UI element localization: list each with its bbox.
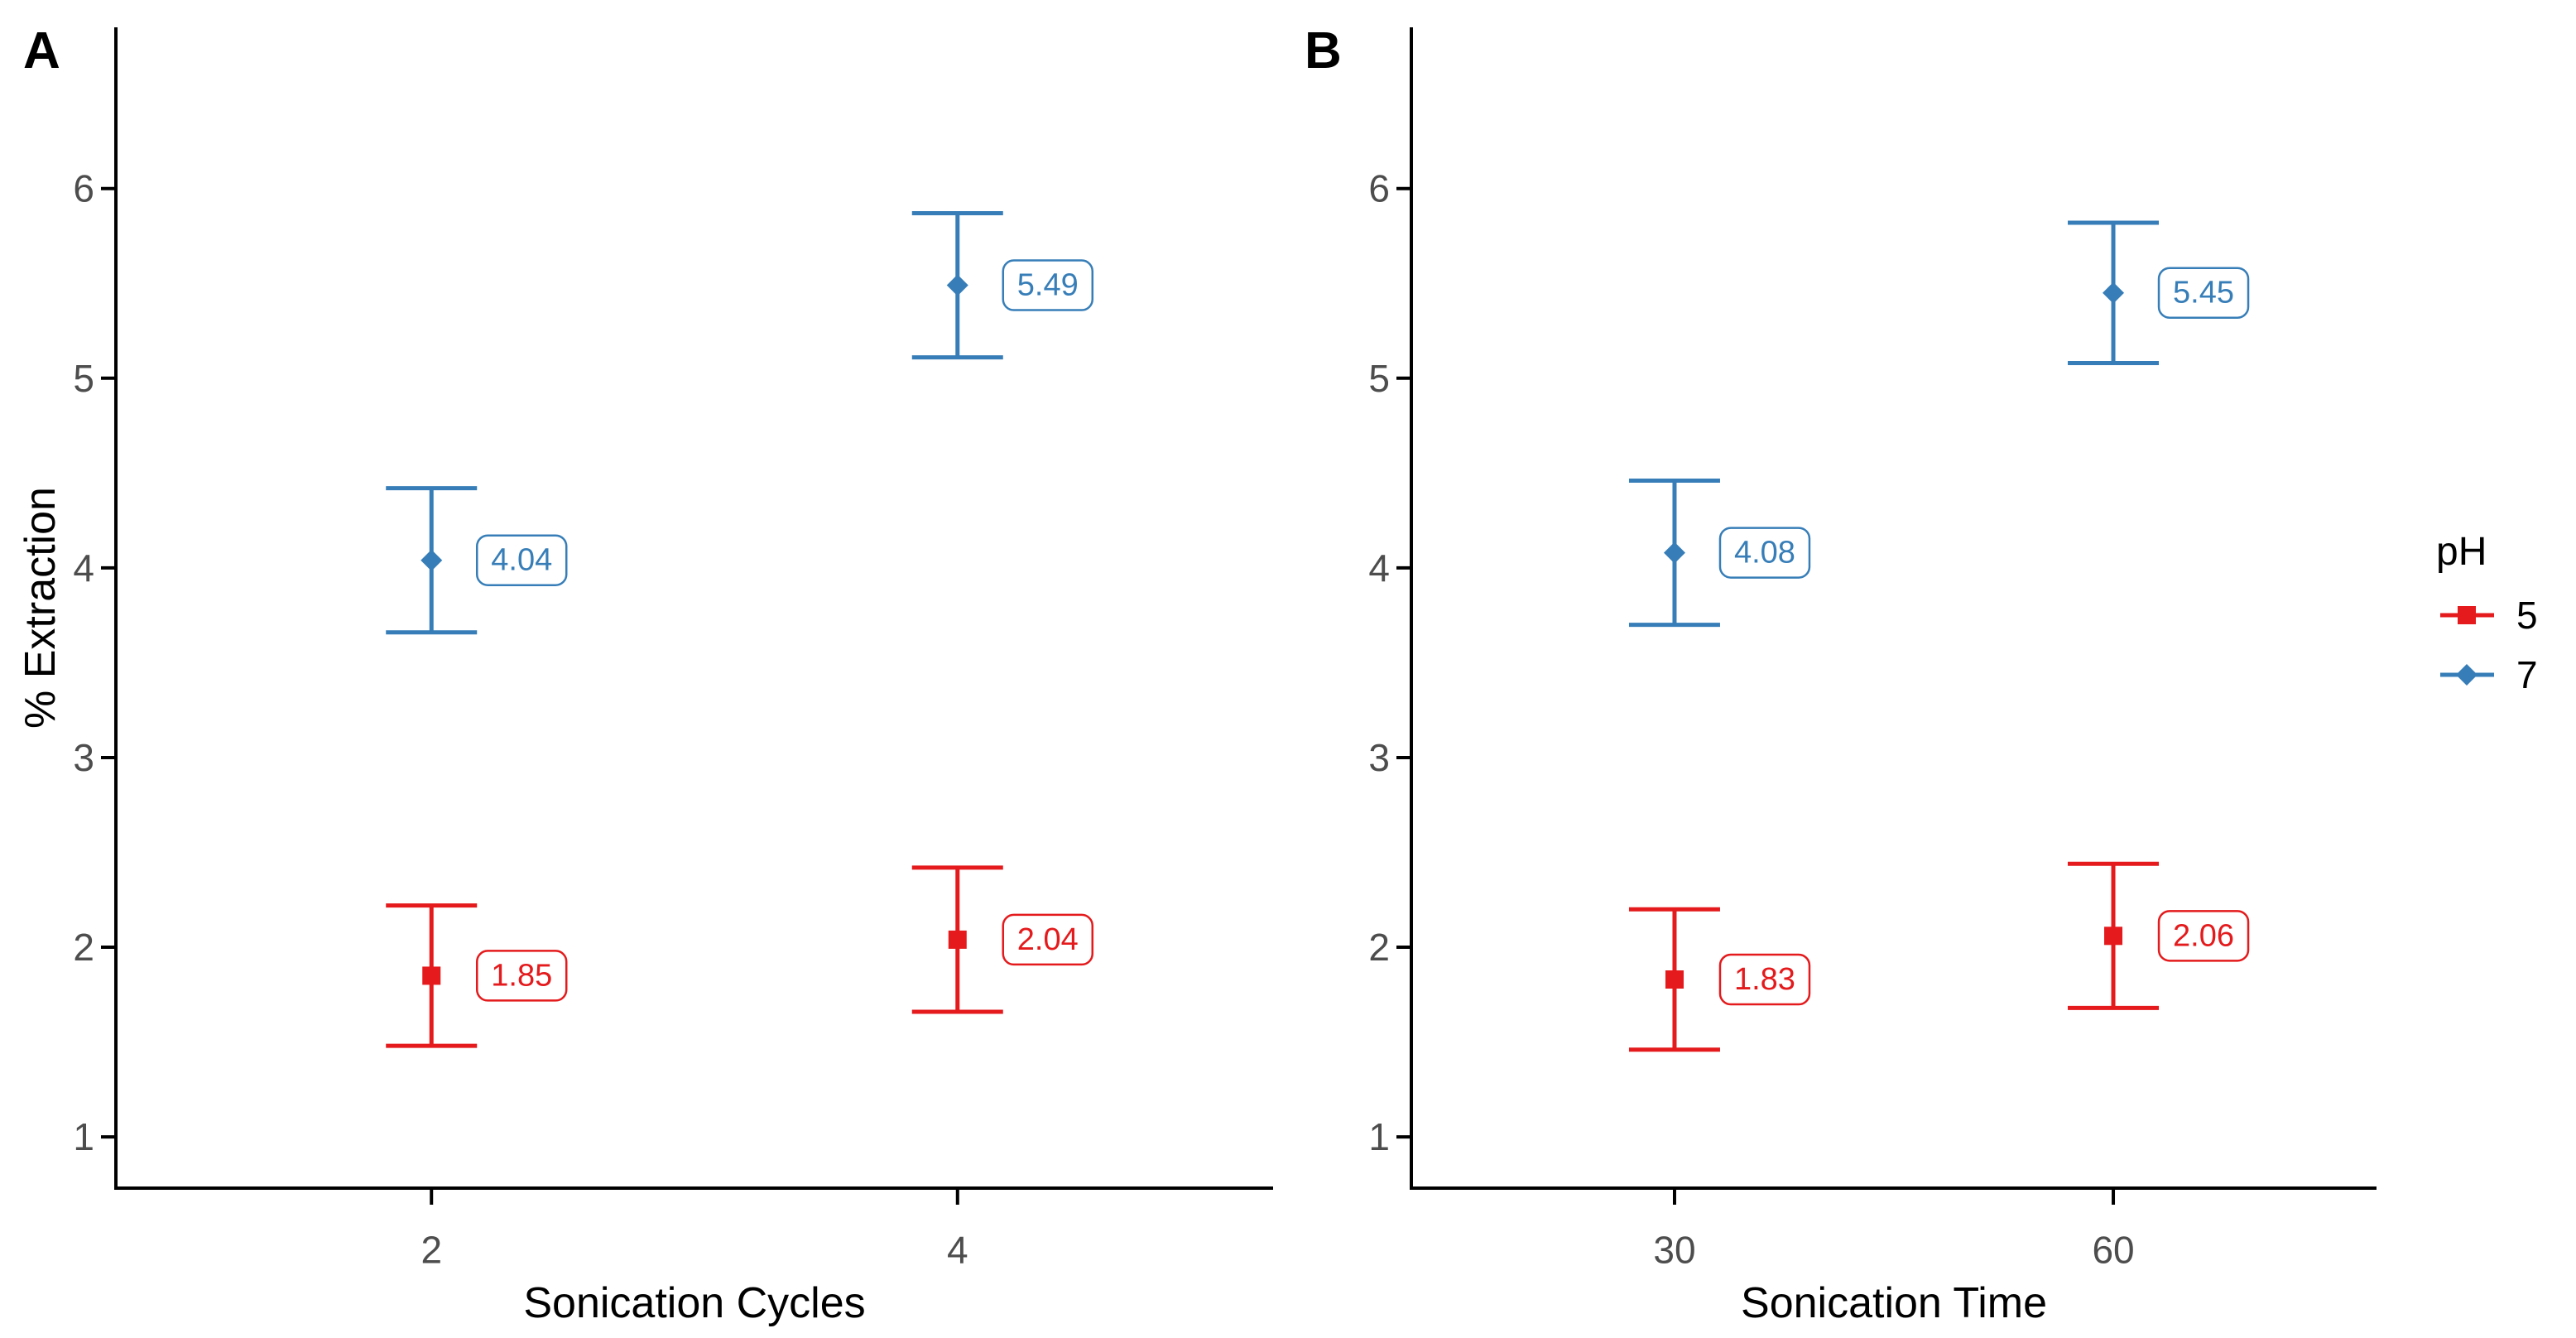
y-tick-label: 3: [73, 736, 94, 779]
x-tick-label: 60: [2092, 1229, 2134, 1272]
legend-title: pH: [2436, 530, 2487, 574]
y-tick-label: 2: [1368, 926, 1390, 969]
value-label: 2.06: [2173, 918, 2234, 953]
legend-item-ph-7: 7: [2440, 653, 2538, 696]
y-tick-label: 6: [1368, 167, 1390, 210]
series-ph-5: 1.85 2.04: [386, 865, 1094, 1048]
point-marker-diamond: [1663, 541, 1685, 564]
series-ph-7: 4.04 5.49: [386, 211, 1094, 635]
pointrange: 5.45: [2068, 220, 2250, 365]
x-tick-label: 4: [947, 1229, 968, 1272]
y-tick-label: 3: [1368, 736, 1390, 779]
value-label-box: [2157, 267, 2250, 319]
series-ph-5: 1.83 2.06: [1628, 861, 2250, 1052]
panel-B: 1 2 3 4 5 6 30 60 Sonication Time B 1.83 2.06 4.08 5.…: [1305, 22, 2377, 1327]
value-label: 5.45: [2173, 276, 2234, 310]
y-tick-label: 5: [1368, 357, 1390, 400]
legend-label: 7: [2516, 653, 2538, 696]
pointrange: 4.08: [1628, 479, 1811, 628]
legend-key-marker-square: [2458, 606, 2476, 624]
x-axis-title: Sonication Cycles: [523, 1279, 865, 1327]
pointrange: 2.06: [2068, 861, 2250, 1010]
value-label: 4.04: [491, 543, 552, 578]
value-label-box: [475, 534, 568, 586]
point-marker-diamond: [421, 549, 443, 571]
point-marker-square: [422, 966, 441, 985]
point-marker-square: [2104, 926, 2123, 946]
value-label-box: [1718, 953, 1811, 1006]
legend-item-ph-5: 5: [2440, 594, 2538, 637]
y-tick-label: 4: [1368, 546, 1390, 590]
x-axis-title: Sonication Time: [1741, 1279, 2047, 1327]
point-marker-square: [948, 930, 967, 949]
panel-letter: B: [1305, 22, 1342, 79]
y-tick-label: 2: [73, 926, 94, 969]
point-marker-diamond: [2103, 282, 2125, 304]
x-tick-label: 30: [1653, 1229, 1695, 1272]
y-tick-label: 1: [1368, 1115, 1390, 1158]
pointrange: 2.04: [911, 865, 1094, 1014]
value-label-box: [1718, 527, 1811, 579]
legend-label: 5: [2516, 594, 2538, 637]
y-tick-label: 5: [73, 357, 94, 400]
pointrange: 1.83: [1628, 907, 1811, 1052]
legend: pH 5 7: [2436, 530, 2538, 696]
series-ph-7: 4.08 5.45: [1628, 220, 2250, 628]
panel-A: 1 2 3 4 5 6 2 4 Sonication Cycles % Extraction A 1.…: [17, 22, 1273, 1327]
value-label: 4.08: [1734, 536, 1795, 570]
pointrange: 5.49: [911, 211, 1094, 360]
point-marker-diamond: [946, 274, 968, 296]
value-label: 5.49: [1017, 268, 1079, 303]
value-label-box: [475, 950, 568, 1002]
y-axis-title: % Extraction: [17, 487, 65, 729]
legend-key-marker-diamond: [2456, 664, 2477, 686]
y-tick-label: 4: [73, 546, 94, 590]
panel-letter: A: [23, 22, 60, 79]
value-label: 2.04: [1017, 922, 1079, 957]
value-label: 1.83: [1734, 962, 1795, 997]
pointrange: 1.85: [386, 903, 568, 1048]
value-label-box: [2157, 910, 2250, 962]
y-tick-label: 1: [73, 1115, 94, 1158]
x-tick-label: 2: [421, 1229, 442, 1272]
point-marker-square: [1665, 970, 1684, 989]
value-label-box: [1002, 913, 1094, 966]
y-tick-label: 6: [73, 167, 94, 210]
value-label-box: [1002, 259, 1094, 311]
value-label: 1.85: [491, 958, 552, 993]
pointrange: 4.04: [386, 486, 568, 635]
